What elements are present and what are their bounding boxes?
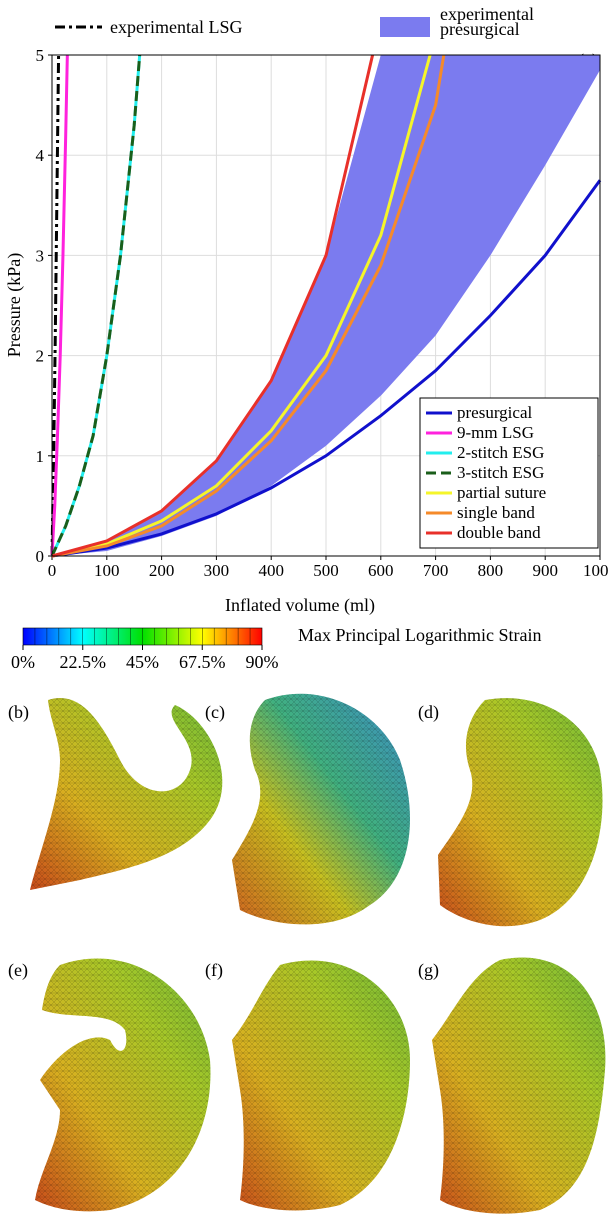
y-tick-label: 2 — [36, 347, 45, 366]
legend-label: partial suture — [457, 483, 546, 502]
y-tick-label: 4 — [36, 146, 45, 165]
line — [51, 54, 375, 558]
panel-label: (e) — [8, 960, 28, 981]
x-tick-label: 500 — [313, 561, 339, 580]
x-tick-label: 700 — [423, 561, 449, 580]
line — [51, 54, 446, 558]
panel-label: (f) — [205, 960, 223, 981]
y-tick-label: 1 — [36, 447, 45, 466]
x-axis-label: Inflated volume (ml) — [225, 595, 375, 616]
legend-label: 3-stitch ESG — [457, 463, 544, 482]
mesh-d-texture — [438, 698, 603, 927]
panel-label: (b) — [8, 702, 29, 723]
x-tick-label: 0 — [48, 561, 57, 580]
legend-label: experimental presurgical — [440, 4, 534, 39]
line — [50, 54, 61, 557]
plot-frame — [51, 54, 601, 557]
legend-label: double band — [457, 523, 541, 542]
y-tick-label: 5 — [36, 46, 45, 65]
x-tick-label: 900 — [532, 561, 558, 580]
legend-label: experimental LSG — [110, 17, 242, 37]
colorbar-tick-label: 0% — [11, 652, 35, 672]
legend-label: single band — [457, 503, 535, 522]
legend-label: presurgical — [457, 403, 532, 422]
mesh-g-texture — [432, 957, 606, 1214]
x-tick-label: 600 — [368, 561, 394, 580]
x-tick-label: 800 — [478, 561, 504, 580]
x-tick-label: 200 — [149, 561, 175, 580]
mesh-b-texture — [30, 698, 223, 890]
mesh-c-texture — [232, 693, 410, 925]
line — [50, 54, 142, 557]
x-tick-label: 300 — [204, 561, 230, 580]
panel-label: (d) — [418, 702, 439, 723]
colorbar-tick-label: 90% — [246, 652, 279, 672]
shaded-range — [52, 55, 600, 556]
line — [51, 179, 602, 558]
colorbar-title: Max Principal Logarithmic Strain — [298, 625, 541, 645]
line — [50, 54, 69, 557]
y-axis-label: Pressure (kPa) — [4, 253, 25, 357]
legend-label: 2-stitch ESG — [457, 443, 544, 462]
y-tick-label: 0 — [36, 547, 45, 566]
colorbar-tick-label: 67.5% — [179, 652, 226, 672]
y-tick-label: 3 — [36, 246, 45, 265]
colorbar-tick-label: 22.5% — [60, 652, 107, 672]
colorbar-tick-label: 45% — [126, 652, 159, 672]
mesh-images — [30, 693, 606, 1214]
panel-label: (c) — [205, 702, 225, 723]
legend-swatch — [380, 17, 430, 37]
x-tick-label: 100 — [94, 561, 120, 580]
x-tick-label: 400 — [258, 561, 284, 580]
mesh-f-texture — [232, 960, 410, 1211]
panel-label: (g) — [418, 960, 439, 981]
line — [51, 54, 432, 558]
mesh-e-texture — [35, 958, 211, 1212]
legend-label: 9-mm LSG — [457, 423, 534, 442]
